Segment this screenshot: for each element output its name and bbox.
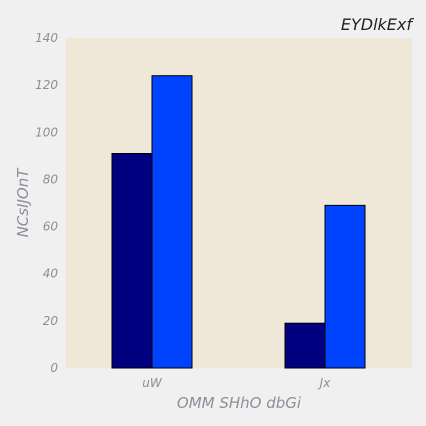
x-axis-title: OMM SHhO dbGi: [177, 394, 302, 412]
y-tick-label: 80: [43, 172, 59, 186]
bars-group: [111, 75, 366, 369]
y-tick-label: 0: [50, 361, 58, 375]
x-tick-label: Jx: [318, 376, 332, 390]
y-tick-label: 140: [35, 31, 58, 45]
bar-Jx-series-2: [324, 204, 366, 369]
bar-uW-series-2: [151, 75, 193, 369]
chart-title: EYDlkExf: [341, 15, 414, 34]
y-tick-label: 100: [35, 125, 58, 139]
y-tick-label: 20: [43, 314, 59, 328]
y-axis-title: NCsIJOnT: [14, 167, 32, 238]
bar-uW-series-1: [111, 153, 153, 369]
x-tick-label: uW: [142, 376, 163, 390]
y-tick-label: 60: [43, 220, 59, 234]
bar-Jx-series-1: [284, 322, 326, 369]
y-axis-ticks: 0 20 40 60 80 100 120 140: [35, 31, 58, 375]
y-tick-label: 40: [43, 267, 59, 281]
y-tick-label: 120: [35, 78, 58, 92]
x-axis-ticks: uW Jx: [142, 376, 331, 390]
